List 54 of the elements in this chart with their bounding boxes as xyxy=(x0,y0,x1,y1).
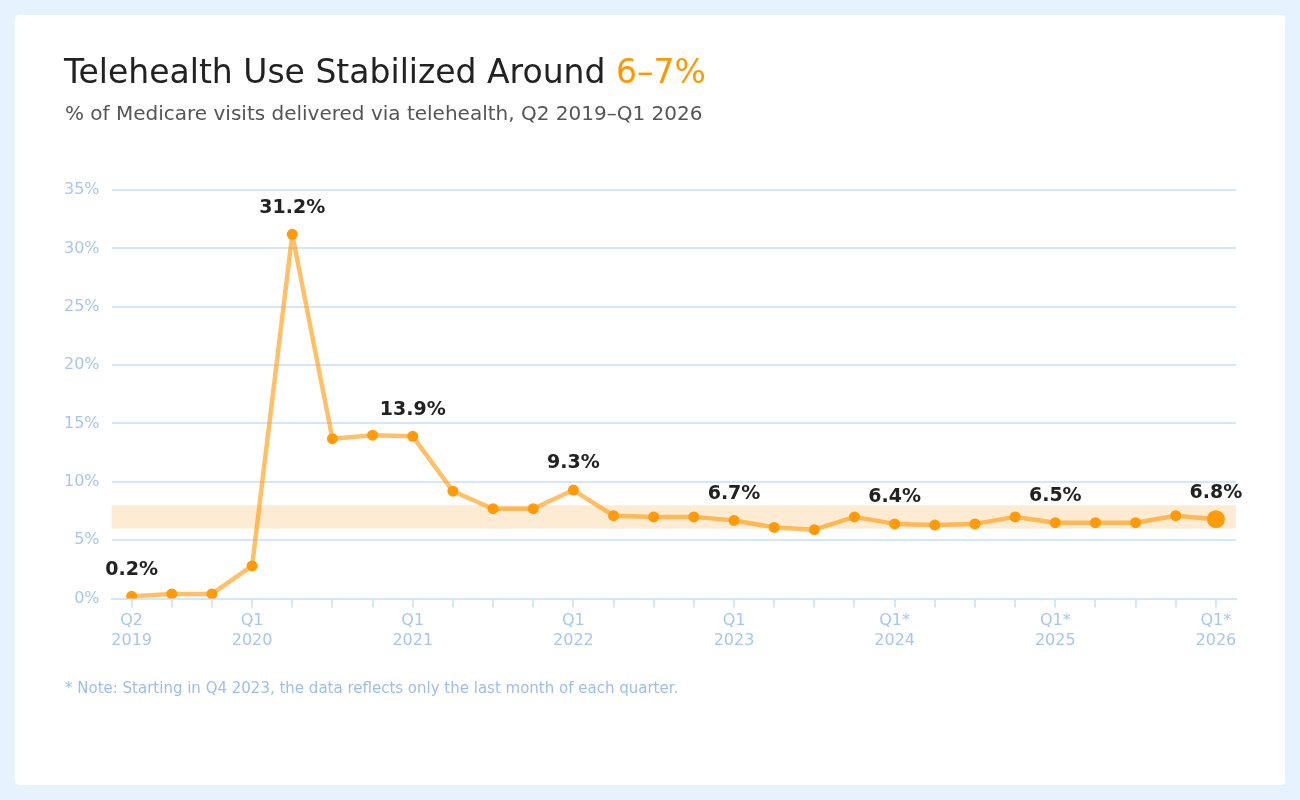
x-tick-label: Q1* 2026 xyxy=(1195,610,1237,649)
point xyxy=(648,511,660,523)
point xyxy=(487,503,499,515)
x-tick-label: Q1 2020 xyxy=(231,610,273,649)
point xyxy=(567,484,579,496)
y-tick-label: 35% xyxy=(64,179,100,199)
point xyxy=(608,510,620,522)
y-tick-label: 0% xyxy=(74,587,100,607)
point xyxy=(286,228,298,240)
point xyxy=(728,514,740,526)
y-tick-label: 10% xyxy=(64,471,100,491)
text: * Note: Starting in Q4 2023, the data reflects only the last month of each quarter. xyxy=(65,679,679,697)
y-tick-label: 5% xyxy=(74,529,100,549)
y-tick-label: 25% xyxy=(64,295,100,315)
x-tick-label: Q1 2022 xyxy=(553,610,594,649)
point xyxy=(889,518,901,530)
point xyxy=(407,430,419,442)
point xyxy=(969,518,981,530)
point xyxy=(1089,517,1101,529)
data-label: 6.8% xyxy=(1189,479,1243,502)
x-tick-label: Q1 2021 xyxy=(392,610,434,649)
point xyxy=(768,521,780,533)
data-label: 6.4% xyxy=(868,484,921,507)
y-tick-label: 30% xyxy=(64,237,100,257)
chart-subtitle: % of Medicare visits delivered via telehealth, Q2 2019–Q1 2026 xyxy=(65,101,703,125)
x-tick-label: Q1* 2024 xyxy=(874,610,916,649)
point xyxy=(848,511,860,523)
y-tick-label: 20% xyxy=(64,354,100,374)
point xyxy=(1049,517,1061,529)
point xyxy=(246,560,258,572)
point xyxy=(808,524,820,536)
data-label: 6.5% xyxy=(1028,483,1082,506)
point xyxy=(688,511,700,523)
point xyxy=(126,590,138,599)
point xyxy=(367,429,379,441)
point xyxy=(1009,511,1021,523)
chart-title: Telehealth Use Stabilized Around 6–7% xyxy=(64,52,706,91)
data-label: 13.9% xyxy=(379,396,446,419)
data-label: 0.2% xyxy=(105,556,158,579)
data-label: 31.2% xyxy=(259,194,326,217)
point xyxy=(326,433,338,445)
data-label: 9.3% xyxy=(547,450,600,473)
x-tick-label: Q1* 2025 xyxy=(1034,610,1076,649)
point xyxy=(166,588,178,599)
point xyxy=(447,485,459,497)
data-label: 6.7% xyxy=(707,480,761,503)
x-tick-label: Q2 2019 xyxy=(111,610,152,649)
point xyxy=(1130,517,1142,529)
y-tick-label: 15% xyxy=(64,412,100,432)
point xyxy=(929,519,941,531)
point xyxy=(1170,510,1182,522)
point xyxy=(527,503,539,515)
x-tick-label: Q1 2023 xyxy=(713,610,755,649)
point xyxy=(206,588,218,599)
